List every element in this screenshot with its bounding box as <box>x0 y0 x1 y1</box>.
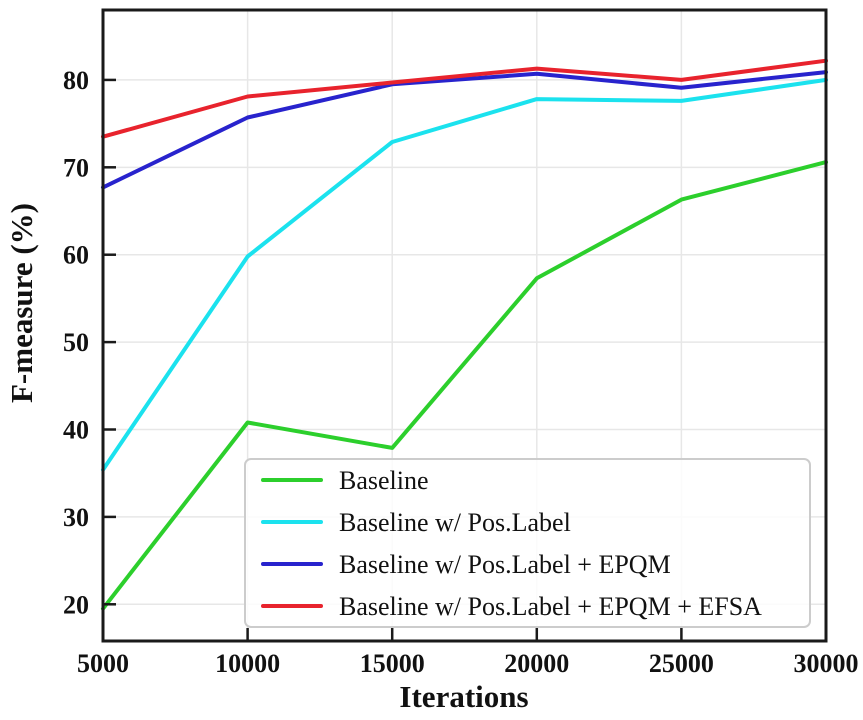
x-tick-label-30000: 30000 <box>794 649 859 678</box>
ticks <box>101 78 828 641</box>
x-tick-label-25000: 25000 <box>649 649 714 678</box>
y-tick-label-30: 30 <box>63 503 89 532</box>
series-line-baseline-w-pos-label <box>101 77 828 472</box>
tick-labels: 5000 10000 15000 20000 25000 30000 20 30 40 50 60 7… <box>63 66 859 678</box>
series-line-baseline-w-pos-label-epqm <box>101 70 828 190</box>
x-axis-label: Iterations <box>399 679 528 714</box>
x-tick-label-15000: 15000 <box>360 649 425 678</box>
x-tick-label-10000: 10000 <box>215 649 280 678</box>
x-tick-label-20000: 20000 <box>504 649 569 678</box>
legend: Baseline Baseline w/ Pos.Label Baseline w/… <box>244 458 811 628</box>
series-line-baseline <box>101 160 828 611</box>
y-tick-label-60: 60 <box>63 241 89 270</box>
y-tick-label-40: 40 <box>63 416 89 445</box>
y-tick-label-50: 50 <box>63 328 89 357</box>
plot-area: 5000 10000 15000 20000 25000 30000 20 30 40 50 60 7… <box>63 8 859 678</box>
legend-label-baseline: Baseline <box>339 466 429 495</box>
plot-border <box>101 8 828 643</box>
legend-label-baseline-w-pos-label: Baseline w/ Pos.Label <box>339 508 571 537</box>
x-tick-label-5000: 5000 <box>77 649 129 678</box>
y-tick-label-80: 80 <box>63 66 89 95</box>
legend-label-baseline-w-pos-label-epqm: Baseline w/ Pos.Label + EPQM <box>339 550 671 579</box>
y-axis-label: F-measure (%) <box>4 203 39 403</box>
legend-label-baseline-w-pos-label-epqm-efsa: Baseline w/ Pos.Label + EPQM + EFSA <box>339 592 762 621</box>
series-line-baseline-w-pos-label-epqm-efsa <box>101 58 828 139</box>
y-tick-label-20: 20 <box>63 590 89 619</box>
legend-box <box>244 458 811 628</box>
y-tick-label-70: 70 <box>63 153 89 182</box>
